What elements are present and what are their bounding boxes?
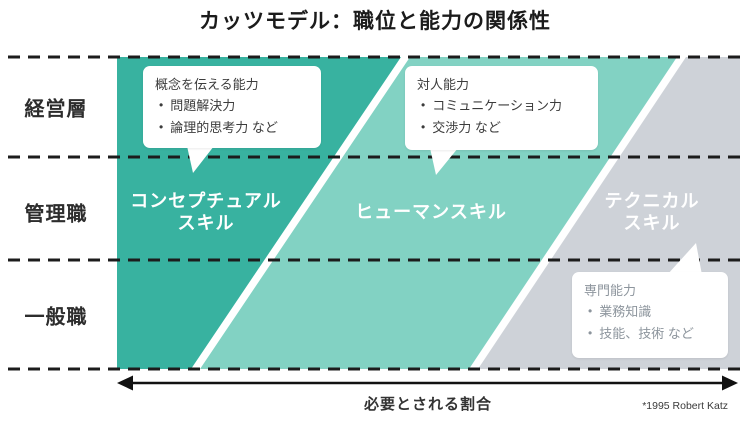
band-label-conceptual-skill: コンセプチュアル スキル xyxy=(130,190,281,234)
callout-technical-tail xyxy=(667,243,702,275)
callout-interpersonal-title: 対人能力 xyxy=(417,77,470,92)
callout-specialized-list: 業務知識 技能、技術 など xyxy=(584,302,716,344)
callout-conceptual-ability: 概念を伝える能力 問題解決力 論理的思考力 など xyxy=(143,66,321,148)
axis-arrow-head-left xyxy=(117,375,133,391)
axis-label: 必要とされる割合 xyxy=(363,396,493,413)
callout-conceptual-list: 問題解決力 論理的思考力 など xyxy=(155,96,309,138)
callout-specialized-ability: 専門能力 業務知識 技能、技術 など xyxy=(572,272,728,358)
list-item: 問題解決力 xyxy=(159,96,309,116)
list-item: 業務知識 xyxy=(588,302,716,322)
band-label-conceptual-line1: コンセプチュアル xyxy=(130,191,282,211)
callout-interpersonal-ability: 対人能力 コミュニケーション力 交渉力 など xyxy=(405,66,598,150)
list-item: コミュニケーション力 xyxy=(421,96,586,116)
callout-interpersonal-list: コミュニケーション力 交渉力 など xyxy=(417,96,586,138)
band-label-technical-skill: テクニカル スキル xyxy=(605,190,700,234)
callout-conceptual-tail xyxy=(187,146,214,173)
band-label-technical-line2: スキル xyxy=(623,213,681,233)
row-label-manager: 管理職 xyxy=(24,203,88,226)
callout-conceptual-title: 概念を伝える能力 xyxy=(155,77,259,92)
page-title: カッツモデル：職位と能力の関係性 xyxy=(199,10,551,33)
band-label-technical-line1: テクニカル xyxy=(604,191,700,211)
callout-human-tail xyxy=(430,148,458,175)
band-label-human-line1: ヒューマンスキル xyxy=(355,202,507,222)
row-label-staff: 一般職 xyxy=(24,306,88,329)
axis-arrow-head-right xyxy=(722,375,738,391)
list-item: 論理的思考力 など xyxy=(159,118,309,138)
footnote-citation: *1995 Robert Katz xyxy=(642,400,728,412)
band-label-conceptual-line2: スキル xyxy=(177,213,235,233)
list-item: 交渉力 など xyxy=(421,118,586,138)
band-label-human-skill: ヒューマンスキル xyxy=(355,201,507,223)
row-label-executive: 経営層 xyxy=(24,98,88,121)
list-item: 技能、技術 など xyxy=(588,324,716,344)
callout-specialized-title: 専門能力 xyxy=(584,283,637,298)
